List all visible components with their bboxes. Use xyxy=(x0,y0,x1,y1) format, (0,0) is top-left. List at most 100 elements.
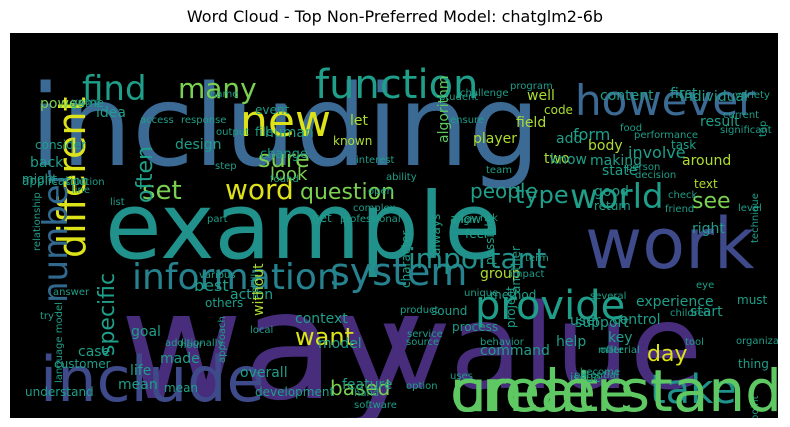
cloud-word-check: check xyxy=(668,190,697,201)
cloud-word-want: want xyxy=(295,323,354,351)
cloud-word-get: get xyxy=(312,211,332,225)
cloud-word-often: often xyxy=(133,146,158,203)
cloud-word-unique: unique xyxy=(464,288,498,299)
cloud-word-might: might xyxy=(22,172,57,186)
cloud-word-case: case xyxy=(78,344,110,360)
cloud-word-children: children xyxy=(670,308,710,319)
cloud-word-based: based xyxy=(330,376,390,400)
cloud-word-see: see xyxy=(692,189,731,214)
cloud-word-individual: individual xyxy=(680,89,748,105)
cloud-word-task: task xyxy=(671,138,696,152)
cloud-word-text: text xyxy=(694,177,718,191)
cloud-word-game: game xyxy=(70,96,104,110)
cloud-word-source: source xyxy=(406,337,439,348)
cloud-word-human: human xyxy=(265,125,314,141)
cloud-word-state: state xyxy=(602,163,637,179)
cloud-word-list: list xyxy=(110,197,125,208)
cloud-word-function: function xyxy=(315,62,478,108)
cloud-word-system: system xyxy=(330,250,467,294)
cloud-word-user: user xyxy=(570,313,601,329)
cloud-word-ensure: ensure xyxy=(450,115,484,126)
cloud-word-around: around xyxy=(682,153,731,169)
cloud-word-set: set xyxy=(142,176,182,206)
cloud-word-experience: experience xyxy=(636,294,714,310)
cloud-word-different: different xyxy=(50,97,94,258)
cloud-word-ability: ability xyxy=(386,172,417,183)
cloud-word-well: well xyxy=(527,88,555,104)
cloud-word-mean: mean xyxy=(118,377,158,393)
cloud-word-word: word xyxy=(225,173,294,206)
cloud-word-sound: sound xyxy=(431,304,467,318)
cloud-word-goal: goal xyxy=(131,324,161,340)
cloud-word-another: another xyxy=(509,246,523,293)
cloud-word-world: world xyxy=(570,177,664,217)
cloud-word-top: top xyxy=(758,121,769,137)
cloud-word-player: player xyxy=(473,131,517,147)
cloud-word-design: design xyxy=(175,137,221,153)
cloud-word-possible: possible xyxy=(483,216,497,265)
cloud-word-consider: consider xyxy=(35,138,86,152)
cloud-word-including: including xyxy=(30,62,540,192)
cloud-word-offer: offer xyxy=(600,345,624,356)
cloud-word-approach: approach xyxy=(217,316,228,363)
cloud-word-interest: interest xyxy=(356,155,394,166)
cloud-word-decision: decision xyxy=(635,170,676,181)
cloud-word-support: support xyxy=(575,315,629,331)
cloud-word-sure: sure xyxy=(258,145,310,173)
cloud-word-many: many xyxy=(178,72,257,105)
cloud-word-line: line xyxy=(72,185,90,196)
cloud-word-high: high xyxy=(454,215,476,226)
cloud-word-organization: organization xyxy=(736,336,778,347)
cloud-word-event: event xyxy=(255,103,289,117)
cloud-word-overall: overall xyxy=(240,365,288,381)
cloud-word-current: current xyxy=(723,110,759,121)
cloud-word-hour: hour xyxy=(180,340,204,351)
cloud-word-add: add xyxy=(556,131,582,147)
cloud-word-food: food xyxy=(620,123,642,134)
cloud-word-term: term xyxy=(525,253,549,264)
cloud-word-allow: allow xyxy=(450,212,481,226)
cloud-word-process: process xyxy=(452,320,498,334)
cloud-word-feel: feel xyxy=(465,227,487,241)
cloud-word-example: example xyxy=(105,173,501,280)
cloud-word-found: found xyxy=(270,174,299,185)
cloud-word-program: program xyxy=(510,81,553,92)
cloud-word-development: development xyxy=(255,385,334,399)
cloud-word-group: group xyxy=(480,266,521,282)
cloud-word-body: body xyxy=(588,138,623,154)
cloud-word-significant: significant xyxy=(720,125,772,136)
cloud-word-access: access xyxy=(140,115,174,126)
cloud-word-create: create xyxy=(450,357,634,418)
cloud-word-action: action xyxy=(230,287,273,303)
cloud-word-step: step xyxy=(215,161,237,172)
cloud-word-hand: hand xyxy=(354,388,379,399)
cloud-word-local: local xyxy=(250,325,273,336)
cloud-word-mean: mean xyxy=(164,381,198,395)
cloud-word-day: day xyxy=(647,342,687,367)
cloud-word-code: code xyxy=(544,103,573,117)
cloud-word-context: context xyxy=(295,311,348,327)
cloud-word-good: good xyxy=(594,184,629,200)
cloud-word-become: become xyxy=(580,367,620,378)
cloud-word-right: right xyxy=(692,221,725,237)
cloud-word-thing: thing xyxy=(738,357,769,371)
cloud-word-change: change xyxy=(260,147,308,162)
cloud-word-model: model xyxy=(318,336,362,352)
cloud-word-algorithm: algorithm xyxy=(436,75,452,143)
cloud-word-option: option xyxy=(406,381,438,392)
cloud-word-made: made xyxy=(160,351,200,367)
cloud-word-solution: solution xyxy=(65,177,105,188)
cloud-word-friend: friend xyxy=(665,204,694,215)
cloud-word-professional: professional xyxy=(340,214,401,225)
cloud-word-product: product xyxy=(400,305,439,316)
cloud-word-complex: complex xyxy=(353,203,395,214)
cloud-word-technique: technique xyxy=(750,193,761,243)
cloud-word-various: various xyxy=(199,270,236,281)
cloud-word-find: find xyxy=(82,69,147,109)
cloud-word-name: name xyxy=(210,89,238,100)
cloud-word-additionally: additionally xyxy=(165,338,223,349)
cloud-word-specific: specific xyxy=(95,273,120,356)
cloud-word-youre: youre xyxy=(72,97,100,108)
cloud-word-impact: impact xyxy=(510,269,544,280)
cloud-word-software: software xyxy=(354,400,397,411)
